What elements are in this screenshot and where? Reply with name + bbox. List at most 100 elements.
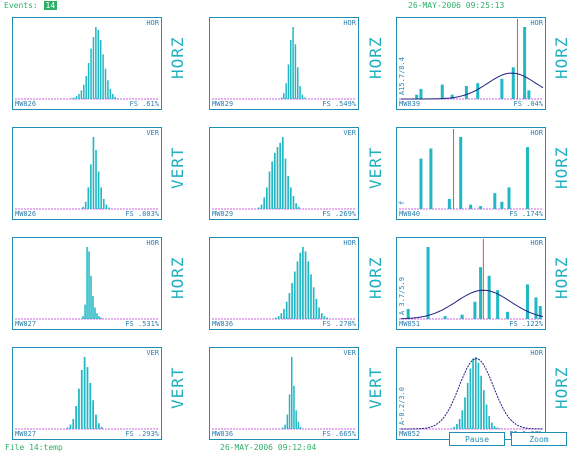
histogram-bar bbox=[301, 94, 304, 99]
channel-id: MW826 bbox=[15, 210, 37, 218]
channel-id: MW829 bbox=[212, 100, 234, 108]
histogram-bar bbox=[507, 187, 511, 209]
histogram-bar bbox=[464, 397, 466, 429]
histogram-bar bbox=[292, 196, 295, 209]
histogram-bar bbox=[78, 93, 80, 99]
histogram-plot bbox=[15, 357, 159, 430]
histogram-bar bbox=[293, 271, 296, 319]
y-axis-label: A-0.2/3.0 bbox=[398, 387, 406, 425]
histogram-bar bbox=[297, 421, 300, 429]
histogram-bar bbox=[95, 27, 97, 99]
histogram-panel[interactable]: HOR MW827 FS .531% bbox=[12, 237, 162, 330]
histogram-bar bbox=[83, 84, 85, 99]
histogram-plot bbox=[399, 239, 544, 320]
histogram-plot bbox=[15, 27, 159, 100]
histogram-bar bbox=[102, 198, 105, 209]
orientation-tag: HOR bbox=[530, 239, 543, 247]
histogram-panel[interactable]: HOR MW840 FS .174% bbox=[396, 127, 546, 220]
histogram-plot bbox=[399, 19, 544, 100]
histogram-bar bbox=[292, 27, 294, 99]
histogram-bar bbox=[450, 94, 454, 99]
channel-id: MW840 bbox=[399, 210, 421, 218]
histogram-panel[interactable]: HOR MW829 FS .549% bbox=[209, 17, 359, 110]
histogram-bar bbox=[114, 96, 116, 99]
channel-id: MW836 bbox=[212, 430, 234, 438]
orientation-tag: VER bbox=[343, 349, 356, 357]
histogram-bar bbox=[280, 313, 283, 319]
histogram-bar bbox=[493, 426, 496, 429]
histogram-bar bbox=[473, 301, 477, 319]
histogram-panel[interactable]: VER MW827 FS .293% bbox=[12, 347, 162, 440]
histogram-bar bbox=[511, 67, 515, 99]
histogram-panel[interactable]: HORMW852FS 6.07% bbox=[396, 347, 546, 440]
histogram-panel[interactable]: HOR MW851 FS .122% bbox=[396, 237, 546, 330]
histogram-bar bbox=[499, 428, 501, 429]
histogram-bar bbox=[92, 37, 95, 99]
zoom-button[interactable]: Zoom bbox=[511, 432, 567, 446]
pause-button[interactable]: Pause bbox=[449, 432, 505, 446]
histogram-panel[interactable]: VER MW836 FS .665% bbox=[209, 347, 359, 440]
histogram-bar bbox=[285, 301, 288, 319]
fs-value: FS .531% bbox=[125, 320, 159, 328]
histogram-bar bbox=[75, 405, 77, 429]
channel-id: MW826 bbox=[15, 100, 37, 108]
histogram-bar bbox=[303, 97, 306, 99]
histogram-bar bbox=[293, 385, 295, 429]
histogram-bar bbox=[479, 206, 483, 209]
histogram-bar bbox=[500, 78, 504, 99]
histogram-bar bbox=[496, 427, 499, 429]
histogram-bar bbox=[469, 204, 473, 209]
histogram-bar bbox=[88, 251, 90, 319]
histogram-bar bbox=[461, 410, 464, 429]
histogram-bar bbox=[90, 275, 92, 319]
histogram-bar bbox=[289, 187, 292, 209]
fs-value: FS .665% bbox=[322, 430, 356, 438]
histogram-bar bbox=[406, 308, 410, 319]
channel-id: MW827 bbox=[15, 430, 37, 438]
histogram-panel[interactable]: VER MW826 FS .803% bbox=[12, 127, 162, 220]
histogram-bar bbox=[459, 137, 463, 209]
histogram-bar bbox=[83, 357, 86, 429]
y-axis-label: A 3.7/5.9 bbox=[398, 277, 406, 315]
histogram-bar bbox=[100, 317, 102, 319]
histogram-bar bbox=[89, 382, 92, 429]
histogram-bar bbox=[487, 275, 491, 319]
axis-side-label: VERT bbox=[168, 366, 187, 409]
gaussian-fit-curve bbox=[400, 289, 544, 320]
gaussian-fit-curve bbox=[401, 358, 544, 430]
histogram-bar bbox=[80, 90, 83, 99]
histogram-panel[interactable]: HOR MW826 FS .61% bbox=[12, 17, 162, 110]
histogram-bar bbox=[97, 171, 100, 209]
histogram-bar bbox=[107, 80, 109, 99]
histogram-bar bbox=[283, 93, 285, 99]
channel-id: MW827 bbox=[15, 320, 37, 328]
histogram-bar bbox=[290, 39, 292, 99]
histogram-bar bbox=[94, 307, 96, 319]
histogram-bar bbox=[260, 204, 263, 209]
histogram-plot bbox=[212, 27, 356, 100]
histogram-bar bbox=[283, 308, 285, 319]
axis-side-label: HORZ bbox=[168, 256, 187, 299]
histogram-panel[interactable]: HOR MW836 FS .278% bbox=[209, 237, 359, 330]
histogram-bar bbox=[271, 161, 273, 209]
histogram-bar bbox=[100, 426, 103, 429]
histogram-bar bbox=[450, 428, 453, 429]
histogram-bar bbox=[456, 423, 458, 429]
histogram-bar bbox=[488, 416, 491, 429]
channel-id: MW839 bbox=[399, 100, 421, 108]
histogram-bar bbox=[82, 206, 84, 209]
histogram-panel[interactable]: HOR MW839 FS .04% bbox=[396, 17, 546, 110]
orientation-tag: HOR bbox=[530, 129, 543, 137]
fs-value: FS .174% bbox=[509, 210, 543, 218]
histogram-bar bbox=[464, 86, 468, 99]
histogram-bar bbox=[472, 358, 474, 429]
histogram-bar bbox=[281, 137, 284, 209]
histogram-bar bbox=[294, 44, 297, 99]
histogram-bar bbox=[500, 201, 504, 209]
axis-side-label: HORZ bbox=[552, 146, 571, 189]
orientation-tag: HOR bbox=[343, 19, 356, 27]
histogram-bar bbox=[72, 418, 75, 429]
orientation-tag: VER bbox=[146, 349, 159, 357]
fs-value: FS .04% bbox=[513, 100, 543, 108]
histogram-panel[interactable]: VER MW829 FS .269% bbox=[209, 127, 359, 220]
